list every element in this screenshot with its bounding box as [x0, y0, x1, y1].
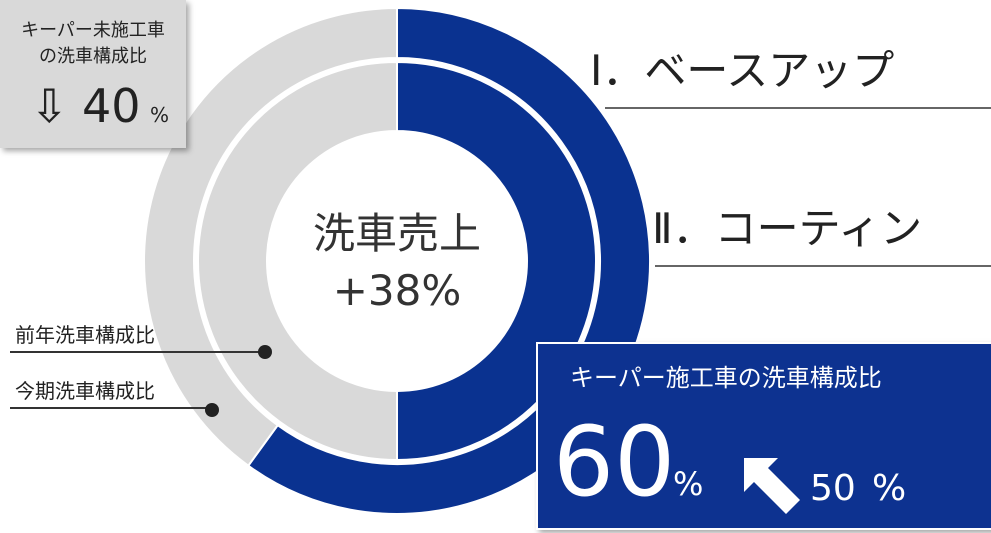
ring-label: 今期洗車構成比 [15, 379, 155, 403]
previous-unit: % [872, 468, 906, 509]
callout-value: 40 [82, 79, 141, 133]
ring-label: 前年洗車構成比 [15, 323, 155, 347]
callout-label: の洗車構成比 [39, 46, 147, 67]
callout-applied: キーパー施工車の洗車構成比 60 % 50 % [536, 342, 991, 530]
ring-segment [197, 60, 398, 462]
callout-unit: % [150, 103, 169, 127]
callout-label: キーパー未施工車 [21, 20, 165, 41]
up-arrow-icon [744, 458, 800, 514]
callout-value: 60 [553, 406, 675, 518]
ring-segment [246, 6, 651, 515]
center-title: 洗車売上 [313, 209, 481, 258]
callout-box [536, 342, 991, 530]
callout-box [0, 0, 186, 148]
callout-arrow: ⇩ [30, 79, 69, 133]
callout-label: キーパー施工車の洗車構成比 [570, 364, 882, 392]
previous-value: 50 [810, 468, 856, 509]
leader-dot [258, 345, 272, 359]
heading: Ⅰ．ベースアップ [590, 46, 894, 95]
callout-unapplied: キーパー未施工車 の洗車構成比 ⇩ 40 % [0, 0, 186, 148]
center-value: +38% [333, 266, 462, 315]
heading: Ⅱ．コーティン [652, 204, 922, 253]
callout-unit: % [673, 465, 703, 503]
leader-dot [205, 403, 219, 417]
